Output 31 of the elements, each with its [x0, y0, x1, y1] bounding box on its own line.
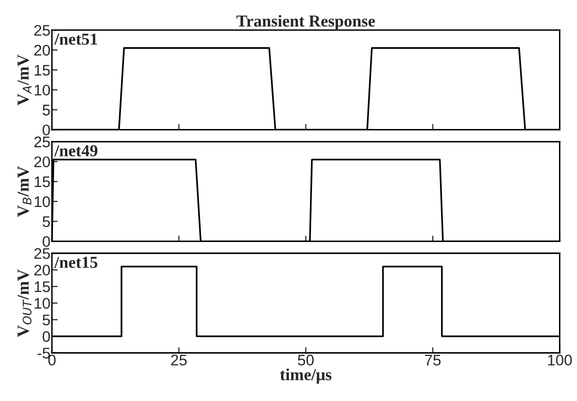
x-tick-label: 25 [171, 354, 187, 366]
y-tick-label: 5 [42, 104, 50, 116]
y-tick-label: -5 [38, 348, 50, 359]
y-tick-label: 5 [42, 216, 50, 228]
chart-title: Transient Response [236, 14, 375, 30]
x-tick-label: 50 [298, 354, 314, 366]
y-axis-title: V$_{OUT}$/mV [18, 269, 32, 337]
y-tick-label: 10 [34, 84, 50, 96]
y-tick-label: 5 [42, 314, 50, 326]
y-tick-label: 20 [34, 264, 50, 276]
y-tick-label: 25 [34, 248, 50, 259]
y-tick-label: 15 [34, 281, 50, 292]
y-tick-label: 20 [34, 156, 50, 168]
y-tick-label: 15 [34, 64, 50, 76]
x-tick-label: 100 [548, 354, 572, 366]
y-tick-label: 0 [42, 124, 50, 136]
x-tick-label: 75 [425, 354, 441, 366]
y-axis-title: V$_{B}$/mV [18, 166, 32, 217]
y-tick-label: 0 [42, 236, 50, 247]
y-tick-label: 25 [34, 136, 50, 148]
annotation: /net51 [54, 34, 98, 45]
y-tick-label: 20 [34, 44, 50, 56]
y-tick-label: 10 [34, 298, 50, 309]
y-tick-label: 0 [42, 331, 50, 342]
y-tick-label: 10 [34, 196, 50, 208]
annotation: /net49 [54, 145, 98, 156]
y-tick-label: 25 [34, 24, 50, 36]
annotation: /net15 [54, 256, 98, 268]
y-axis-title: V$_{A}$/mV [18, 54, 32, 106]
y-tick-label: 15 [34, 176, 50, 188]
x-axis-title: time/μs [280, 368, 332, 384]
